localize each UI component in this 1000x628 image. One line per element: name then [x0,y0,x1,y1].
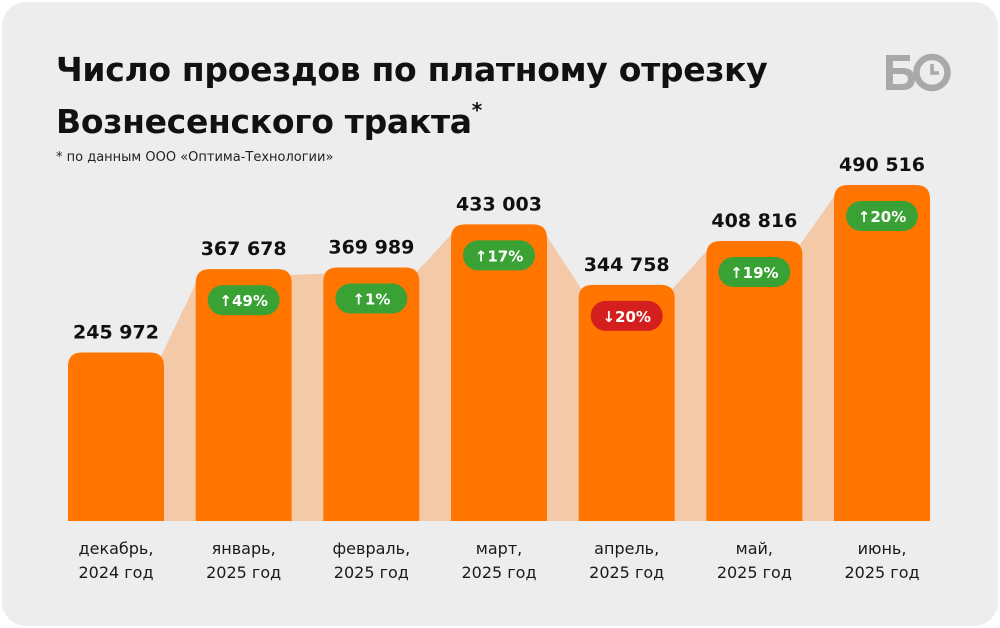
bar [195,269,292,521]
value-label: 490 516 [839,154,925,176]
bar [323,267,420,521]
category-label: январь, [212,539,276,558]
category-label: декабрь, [79,539,154,558]
bar-layer [68,185,931,521]
chart-title-line-2: Вознесенского тракта [56,102,472,141]
source-footnote: * по данным ООО «Оптима-Технологии» [56,150,334,165]
category-label: март, [476,539,522,558]
bar [68,352,164,521]
category-label: 2025 год [461,563,536,582]
connector-band [670,246,711,521]
change-label: ↑49% [219,292,267,310]
category-label: апрель, [594,539,659,558]
connector-band [543,230,583,521]
change-badge [335,283,408,314]
category-label: май, [736,539,773,558]
value-label: 408 816 [711,210,797,232]
change-badge [207,285,280,316]
value-label: 369 989 [328,237,414,259]
change-label: ↑1% [352,291,390,309]
connector-band [415,230,456,521]
change-label: ↑20% [858,208,906,226]
change-label: ↓20% [602,308,650,326]
value-label: 367 678 [201,238,287,260]
connector-layer [160,191,839,521]
category-label: июнь, [858,539,907,558]
bar [578,284,675,521]
category-label: 2025 год [844,563,919,582]
chart-title-line-1: Число проездов по платному отрезку [56,50,768,89]
bar [706,240,803,521]
bo-logo [886,53,951,92]
connector-band [798,191,839,521]
chart-title: Число проездов по платному отрезку Возне… [56,48,836,144]
category-label: 2025 год [206,563,281,582]
change-label: ↑17% [475,247,523,265]
bar [451,224,548,521]
change-badge [846,201,919,231]
category-label: февраль, [333,539,411,558]
change-label: ↑19% [730,264,778,282]
category-label: 2025 год [334,563,409,582]
bar [834,185,931,521]
chart-title-footnote-mark: * [471,98,482,122]
connector-band [287,273,328,521]
value-label: 433 003 [456,193,542,215]
value-label: 245 972 [73,322,159,344]
connector-band [160,275,200,521]
label-layer: 245 972 декабрь, 2024 год 367 678 ↑49% январь… [73,154,925,582]
category-label: 2024 год [78,563,153,582]
change-badge [463,240,536,271]
category-label: 2025 год [589,563,664,582]
change-badge [590,300,663,331]
category-label: 2025 год [717,563,792,582]
change-badge [718,256,791,287]
value-label: 344 758 [584,254,670,276]
